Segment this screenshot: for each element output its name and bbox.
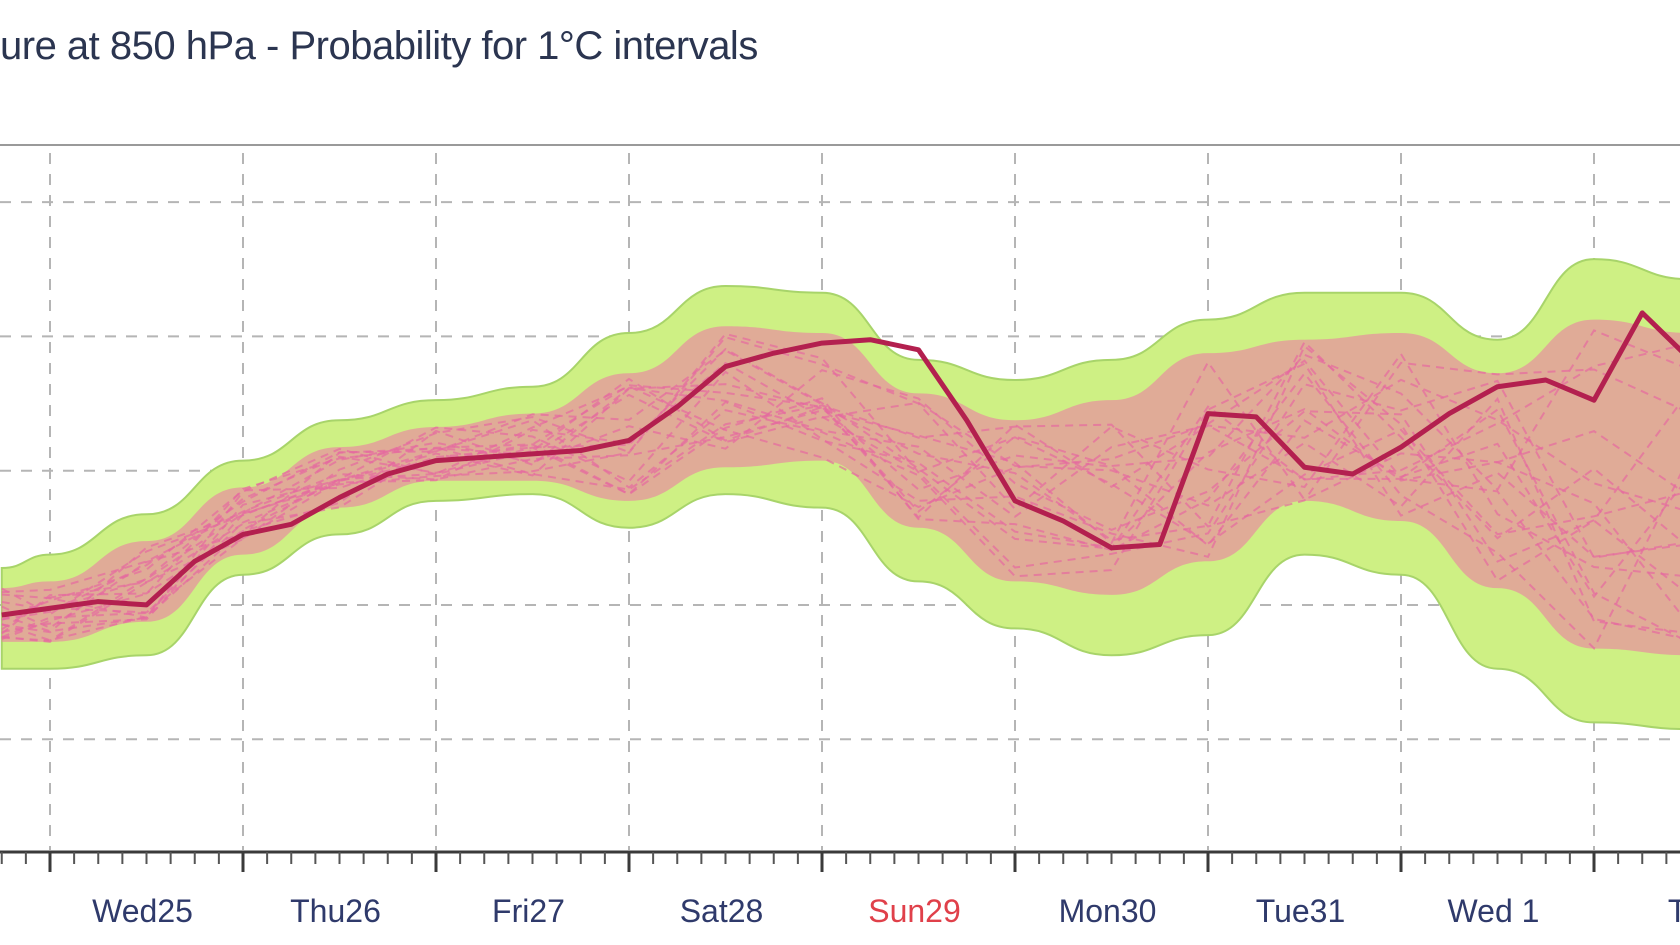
ensemble-member-line [1,329,1680,633]
x-tick-label: Th [1668,893,1680,929]
ensemble-member-line [1,332,1680,631]
ensemble-member-line [1,349,1680,621]
x-tick-label: Sat28 [680,893,764,929]
x-tick-label: Wed 1 [1448,893,1540,929]
main-forecast-line [1,310,1680,618]
ensemble-member-line [1,361,1680,643]
x-tick-label: Sun29 [868,893,961,929]
probability-bands [0,258,1680,731]
x-tick-label: Wed25 [92,893,193,929]
chart-title: ure at 850 hPa - Probability for 1°C int… [0,24,758,68]
ensemble-member-line [1,336,1680,612]
x-tick-label: Mon30 [1059,893,1157,929]
ensemble-member-line [1,369,1680,634]
probability-band-inner [1,319,1680,656]
main-forecast-line-group [1,310,1680,618]
x-axis-ticks [0,852,1668,872]
ensemble-member-line [1,371,1680,650]
x-tick-label: Thu26 [290,893,381,929]
x-axis-labels: Wed25 Thu26 Fri27 Sat28 Sun29 Mon30 Tue31 Wed 1… [92,893,1680,929]
x-tick-label: Tue31 [1256,893,1346,929]
ensemble-member-line [1,360,1680,615]
ensemble-member-line [1,340,1680,633]
ensemble-member-line [1,400,1680,641]
ensemble-member-line [1,344,1680,621]
x-tick-label: Fri27 [492,893,565,929]
ensemble-member-line [1,362,1680,642]
